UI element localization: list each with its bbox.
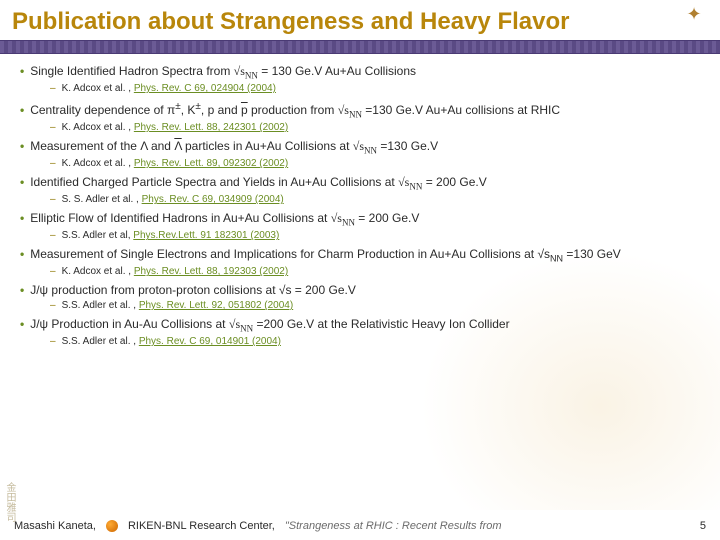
bullet-icon: • bbox=[20, 247, 24, 261]
reference-author: K. Adcox et al. , bbox=[62, 158, 134, 169]
publication-title: •Measurement of Single Electrons and Imp… bbox=[20, 247, 700, 265]
publication-reference: –S.S. Adler et al, Phys.Rev.Lett. 91 182… bbox=[50, 230, 700, 241]
corner-logo: ✦ bbox=[674, 4, 714, 34]
bullet-icon: • bbox=[20, 211, 24, 225]
publication-reference: –S.S. Adler et al. , Phys. Rev. C 69, 01… bbox=[50, 336, 700, 347]
bullet-icon: • bbox=[20, 64, 24, 78]
footer-talk-title: "Strangeness at RHIC : Recent Results fr… bbox=[285, 520, 502, 532]
publication-item: •Centrality dependence of π±, K±, p and … bbox=[20, 100, 700, 133]
publication-title: •J/ψ Production in Au-Au Collisions at √… bbox=[20, 317, 700, 335]
dash-icon: – bbox=[50, 194, 56, 205]
bullet-icon: • bbox=[20, 175, 24, 189]
publication-reference: –K. Adcox et al. , Phys. Rev. C 69, 0249… bbox=[50, 83, 700, 94]
reference-author: S. S. Adler et al. , bbox=[62, 194, 142, 205]
title-divider bbox=[0, 40, 720, 54]
reference-link[interactable]: Phys. Rev. Lett. 88, 242301 (2002) bbox=[134, 122, 288, 133]
dash-icon: – bbox=[50, 336, 56, 347]
publication-item: •Elliptic Flow of Identified Hadrons in … bbox=[20, 211, 700, 241]
publication-item: •Identified Charged Particle Spectra and… bbox=[20, 175, 700, 205]
publication-title: •Measurement of the Λ and Λ particles in… bbox=[20, 139, 700, 157]
reference-link[interactable]: Phys. Rev. C 69, 014901 (2004) bbox=[139, 336, 281, 347]
footer-author: Masashi Kaneta, bbox=[14, 520, 96, 532]
footer-institution: RIKEN-BNL Research Center, bbox=[128, 520, 275, 532]
reference-link[interactable]: Phys. Rev. Lett. 88, 192303 (2002) bbox=[134, 266, 288, 277]
dash-icon: – bbox=[50, 230, 56, 241]
dash-icon: – bbox=[50, 300, 56, 311]
dash-icon: – bbox=[50, 83, 56, 94]
reference-link[interactable]: Phys. Rev. C 69, 034909 (2004) bbox=[142, 194, 284, 205]
bullet-icon: • bbox=[20, 139, 24, 153]
reference-author: S.S. Adler et al. , bbox=[62, 336, 139, 347]
bullet-icon: • bbox=[20, 283, 24, 297]
publication-list: •Single Identified Hadron Spectra from √… bbox=[0, 54, 720, 347]
publication-item: •Measurement of the Λ and Λ particles in… bbox=[20, 139, 700, 169]
publication-title: •Identified Charged Particle Spectra and… bbox=[20, 175, 700, 193]
publication-reference: –S.S. Adler et al. , Phys. Rev. Lett. 92… bbox=[50, 300, 700, 311]
publication-item: •J/ψ production from proton-proton colli… bbox=[20, 283, 700, 311]
reference-link[interactable]: Phys. Rev. Lett. 92, 051802 (2004) bbox=[139, 300, 293, 311]
reference-link[interactable]: Phys. Rev. C 69, 024904 (2004) bbox=[134, 83, 276, 94]
publication-reference: –K. Adcox et al. , Phys. Rev. Lett. 88, … bbox=[50, 266, 700, 277]
reference-author: S.S. Adler et al, bbox=[62, 230, 134, 241]
dash-icon: – bbox=[50, 158, 56, 169]
publication-reference: –S. S. Adler et al. , Phys. Rev. C 69, 0… bbox=[50, 194, 700, 205]
bullet-icon: • bbox=[20, 317, 24, 331]
publication-reference: –K. Adcox et al. , Phys. Rev. Lett. 89, … bbox=[50, 158, 700, 169]
publication-item: •Measurement of Single Electrons and Imp… bbox=[20, 247, 700, 277]
reference-author: S.S. Adler et al. , bbox=[62, 300, 139, 311]
publication-reference: –K. Adcox et al. , Phys. Rev. Lett. 88, … bbox=[50, 122, 700, 133]
reference-author: K. Adcox et al. , bbox=[62, 266, 134, 277]
reference-author: K. Adcox et al. , bbox=[62, 83, 134, 94]
footer-logo-icon bbox=[106, 520, 118, 532]
kanji-watermark: 金田雅司 bbox=[2, 482, 17, 522]
publication-item: •J/ψ Production in Au-Au Collisions at √… bbox=[20, 317, 700, 347]
publication-item: •Single Identified Hadron Spectra from √… bbox=[20, 64, 700, 94]
reference-link[interactable]: Phys.Rev.Lett. 91 182301 (2003) bbox=[133, 230, 279, 241]
dash-icon: – bbox=[50, 122, 56, 133]
publication-title: •J/ψ production from proton-proton colli… bbox=[20, 283, 700, 299]
footer: Masashi Kaneta, RIKEN-BNL Research Cente… bbox=[0, 520, 720, 532]
reference-author: K. Adcox et al. , bbox=[62, 122, 134, 133]
publication-title: •Single Identified Hadron Spectra from √… bbox=[20, 64, 700, 82]
reference-link[interactable]: Phys. Rev. Lett. 89, 092302 (2002) bbox=[134, 158, 288, 169]
publication-title: •Elliptic Flow of Identified Hadrons in … bbox=[20, 211, 700, 229]
bullet-icon: • bbox=[20, 103, 24, 117]
footer-page-number: 5 bbox=[700, 520, 706, 532]
dash-icon: – bbox=[50, 266, 56, 277]
slide-title: Publication about Strangeness and Heavy … bbox=[0, 0, 720, 40]
publication-title: •Centrality dependence of π±, K±, p and … bbox=[20, 100, 700, 121]
